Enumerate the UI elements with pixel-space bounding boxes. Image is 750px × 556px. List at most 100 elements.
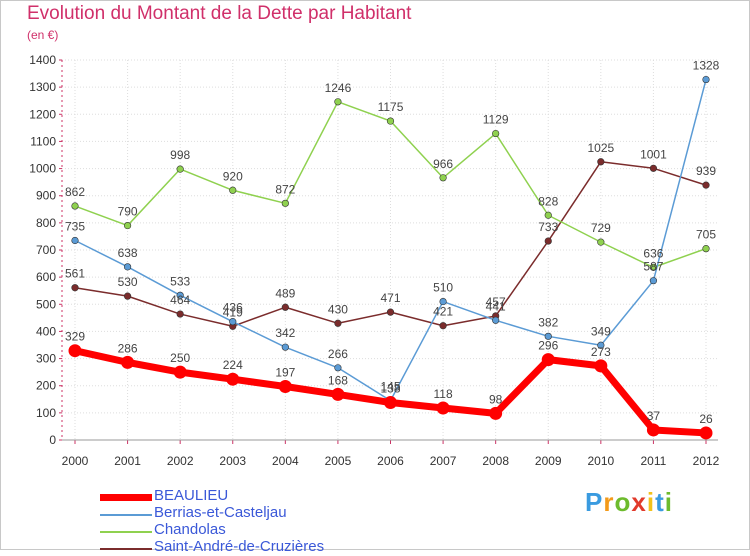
data-label: 349	[591, 324, 611, 338]
data-point	[436, 401, 450, 415]
data-label: 920	[223, 169, 243, 183]
legend-label: Saint-André-de-Cruzières	[154, 538, 325, 555]
data-label: 1001	[640, 147, 667, 161]
y-tick-label: 300	[36, 352, 56, 366]
data-point	[176, 165, 184, 173]
logo-letter: r	[603, 487, 615, 517]
data-label: 1025	[587, 141, 614, 155]
data-label: 26	[699, 412, 713, 426]
chart-unit-label: (en €)	[27, 28, 59, 42]
data-label: 862	[65, 185, 85, 199]
data-label: 939	[696, 164, 716, 178]
data-label: 457	[486, 295, 506, 309]
data-point	[649, 164, 658, 172]
y-tick-label: 100	[36, 406, 56, 420]
y-tick-label: 1100	[30, 134, 56, 148]
data-label: 790	[118, 205, 138, 219]
data-point	[597, 158, 605, 166]
data-point	[702, 245, 710, 253]
y-tick-label: 900	[36, 189, 56, 203]
y-tick-label: 600	[36, 270, 56, 284]
chart-title: Evolution du Montant de la Dette par Hab…	[27, 3, 412, 24]
data-point	[489, 406, 503, 420]
data-label: 436	[223, 301, 243, 315]
data-label: 872	[275, 182, 295, 196]
legend-swatch	[100, 494, 152, 501]
x-tick-label: 2006	[377, 454, 404, 468]
legend-label: Berrias-et-Casteljau	[154, 504, 287, 521]
x-tick-label: 2000	[62, 454, 89, 468]
x-tick-label: 2012	[693, 454, 720, 468]
data-label: 735	[65, 220, 85, 234]
data-point	[649, 263, 658, 271]
data-point	[229, 318, 237, 326]
data-point	[226, 372, 240, 386]
data-point	[281, 303, 289, 311]
data-label: 224	[223, 358, 243, 372]
x-tick-label: 2003	[219, 454, 246, 468]
data-label: 421	[433, 305, 453, 319]
y-tick-label: 400	[36, 324, 56, 338]
x-tick-label: 2007	[430, 454, 457, 468]
data-label: 471	[380, 291, 400, 305]
data-label: 1246	[325, 81, 352, 95]
data-point	[597, 238, 605, 246]
data-point	[71, 202, 79, 210]
data-point	[334, 364, 342, 372]
data-point	[331, 387, 345, 401]
data-label: 828	[538, 194, 558, 208]
legend-swatch	[100, 514, 152, 516]
data-point	[702, 181, 710, 189]
logo-letter: x	[631, 487, 647, 517]
data-point	[334, 319, 342, 327]
data-label: 296	[538, 339, 558, 353]
x-tick-label: 2002	[167, 454, 194, 468]
data-label: 530	[118, 275, 138, 289]
x-tick-label: 2010	[587, 454, 614, 468]
legend-label: Chandolas	[154, 521, 226, 538]
logo-letter: P	[585, 487, 604, 517]
data-label: 733	[538, 220, 558, 234]
y-tick-label: 1200	[29, 107, 56, 121]
data-point	[176, 291, 184, 299]
data-point	[544, 332, 552, 340]
y-tick-label: 200	[36, 379, 56, 393]
proxiti-logo: Proxiti	[585, 487, 673, 518]
x-tick-label: 2009	[535, 454, 562, 468]
data-label: 533	[170, 274, 190, 288]
x-tick-label: 2008	[482, 454, 509, 468]
data-label: 1328	[693, 59, 720, 73]
data-point	[439, 297, 447, 306]
logo-letter: i	[664, 487, 673, 517]
data-label: 118	[434, 387, 453, 401]
y-tick-label: 500	[36, 297, 56, 311]
data-point	[702, 75, 710, 84]
data-label: 1129	[483, 113, 509, 127]
data-point	[121, 355, 135, 369]
data-point	[123, 221, 132, 230]
data-point	[492, 129, 500, 138]
data-label: 441	[486, 299, 506, 313]
x-tick-label: 2004	[272, 454, 299, 468]
data-label: 419	[223, 305, 243, 319]
data-point	[439, 322, 447, 330]
data-label: 464	[170, 293, 190, 307]
data-label: 966	[433, 157, 453, 171]
data-point	[176, 310, 184, 318]
data-label: 342	[275, 326, 295, 340]
data-point	[597, 341, 605, 349]
data-label: 37	[647, 409, 661, 423]
data-point	[173, 365, 187, 379]
data-point	[439, 174, 447, 182]
data-label: 145	[380, 380, 400, 394]
data-point	[541, 353, 555, 367]
data-point	[123, 263, 132, 271]
data-point	[699, 426, 713, 440]
data-label: 510	[433, 281, 453, 295]
x-tick-label: 2005	[325, 454, 352, 468]
legend-label: BEAULIEU	[154, 487, 229, 504]
y-tick-label: 0	[49, 433, 56, 447]
data-label: 138	[380, 382, 400, 396]
data-label: 329	[65, 330, 85, 344]
data-label: 168	[328, 373, 348, 387]
